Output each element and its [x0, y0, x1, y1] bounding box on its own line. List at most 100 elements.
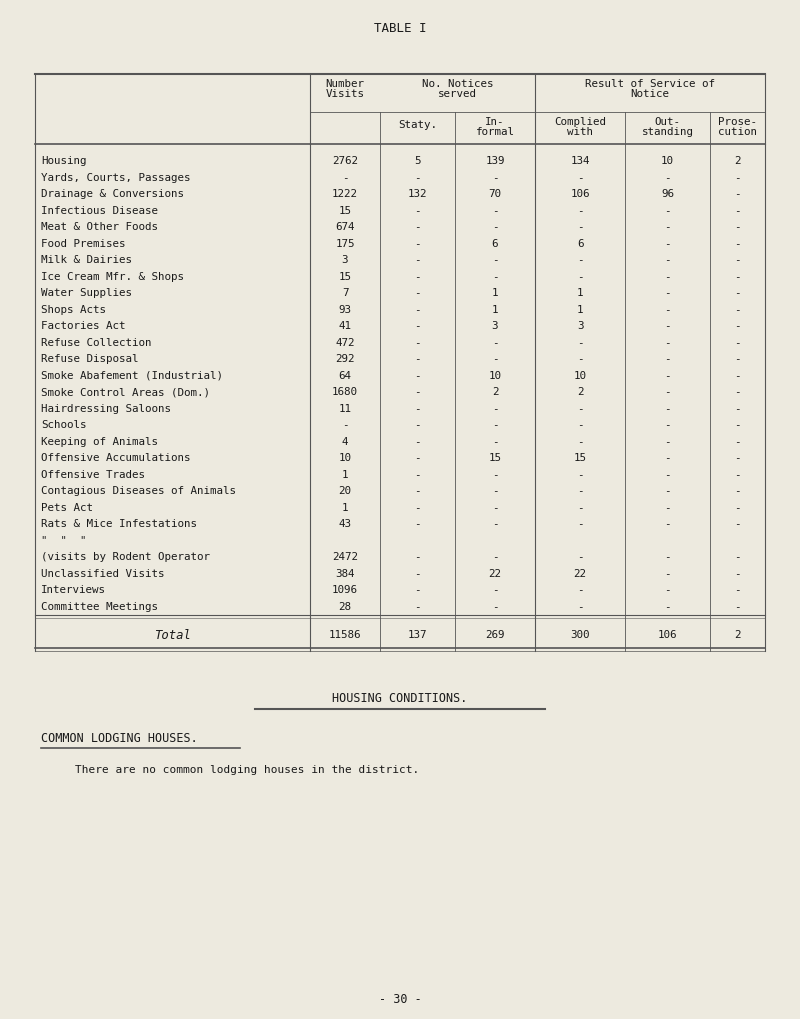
Text: -: - [414, 569, 421, 578]
Text: (visits by Rodent Operator: (visits by Rodent Operator [41, 551, 210, 561]
Text: -: - [734, 255, 741, 265]
Text: 139: 139 [486, 156, 505, 166]
Text: -: - [492, 404, 498, 414]
Text: -: - [734, 172, 741, 182]
Text: -: - [577, 436, 583, 446]
Text: 137: 137 [408, 630, 427, 640]
Text: 2: 2 [734, 156, 741, 166]
Text: -: - [492, 337, 498, 347]
Text: -: - [577, 354, 583, 364]
Text: TABLE I: TABLE I [374, 21, 426, 35]
Text: 28: 28 [338, 601, 351, 611]
Text: -: - [492, 255, 498, 265]
Text: -: - [492, 519, 498, 529]
Text: Ice Cream Mfr. & Shops: Ice Cream Mfr. & Shops [41, 271, 184, 281]
Text: 1: 1 [342, 502, 348, 513]
Text: 269: 269 [486, 630, 505, 640]
Text: -: - [734, 238, 741, 249]
Text: -: - [414, 404, 421, 414]
Text: 300: 300 [570, 630, 590, 640]
Text: -: - [414, 387, 421, 396]
Text: -: - [492, 271, 498, 281]
Text: 106: 106 [570, 190, 590, 199]
Text: -: - [414, 337, 421, 347]
Text: Pets Act: Pets Act [41, 502, 93, 513]
Text: Meat & Other Foods: Meat & Other Foods [41, 222, 158, 232]
Text: Offensive Trades: Offensive Trades [41, 470, 145, 479]
Text: -: - [664, 470, 670, 479]
Text: -: - [577, 585, 583, 595]
Text: -: - [734, 206, 741, 216]
Text: Total: Total [154, 629, 191, 641]
Text: 3: 3 [342, 255, 348, 265]
Text: -: - [577, 420, 583, 430]
Text: Rats & Mice Infestations: Rats & Mice Infestations [41, 519, 197, 529]
Text: -: - [734, 452, 741, 463]
Text: Staty.: Staty. [398, 120, 437, 129]
Text: -: - [664, 288, 670, 298]
Text: -: - [577, 172, 583, 182]
Text: 472: 472 [335, 337, 354, 347]
Text: -: - [734, 551, 741, 561]
Text: with: with [567, 127, 593, 137]
Text: -: - [734, 519, 741, 529]
Text: 70: 70 [489, 190, 502, 199]
Text: 41: 41 [338, 321, 351, 331]
Text: -: - [664, 569, 670, 578]
Text: -: - [414, 420, 421, 430]
Text: 384: 384 [335, 569, 354, 578]
Text: 3: 3 [492, 321, 498, 331]
Text: -: - [664, 370, 670, 380]
Text: Drainage & Conversions: Drainage & Conversions [41, 190, 184, 199]
Text: -: - [492, 502, 498, 513]
Text: -: - [664, 387, 670, 396]
Text: Complied: Complied [554, 117, 606, 127]
Text: -: - [577, 601, 583, 611]
Text: -: - [734, 486, 741, 496]
Text: -: - [734, 436, 741, 446]
Text: Visits: Visits [326, 89, 365, 99]
Text: Interviews: Interviews [41, 585, 106, 595]
Text: -: - [664, 337, 670, 347]
Text: -: - [342, 420, 348, 430]
Text: 15: 15 [338, 271, 351, 281]
Text: -: - [734, 288, 741, 298]
Text: -: - [664, 436, 670, 446]
Text: 22: 22 [574, 569, 586, 578]
Text: -: - [734, 601, 741, 611]
Text: -: - [414, 370, 421, 380]
Text: -: - [492, 172, 498, 182]
Text: Factories Act: Factories Act [41, 321, 126, 331]
Text: HOUSING CONDITIONS.: HOUSING CONDITIONS. [332, 691, 468, 704]
Text: 10: 10 [489, 370, 502, 380]
Text: Out-: Out- [654, 117, 681, 127]
Text: -: - [734, 569, 741, 578]
Text: 15: 15 [489, 452, 502, 463]
Text: COMMON LODGING HOUSES.: COMMON LODGING HOUSES. [41, 731, 198, 744]
Text: 11586: 11586 [329, 630, 362, 640]
Text: -: - [664, 271, 670, 281]
Text: -: - [492, 354, 498, 364]
Text: 674: 674 [335, 222, 354, 232]
Text: There are no common lodging houses in the district.: There are no common lodging houses in th… [75, 764, 419, 774]
Text: formal: formal [475, 127, 514, 137]
Text: Milk & Dairies: Milk & Dairies [41, 255, 132, 265]
Text: 10: 10 [574, 370, 586, 380]
Text: - 30 -: - 30 - [378, 993, 422, 1006]
Text: -: - [577, 502, 583, 513]
Text: 6: 6 [492, 238, 498, 249]
Text: -: - [414, 519, 421, 529]
Text: -: - [414, 206, 421, 216]
Text: Refuse Collection: Refuse Collection [41, 337, 151, 347]
Text: 292: 292 [335, 354, 354, 364]
Text: -: - [414, 305, 421, 315]
Text: 2472: 2472 [332, 551, 358, 561]
Text: -: - [414, 436, 421, 446]
Text: 2: 2 [492, 387, 498, 396]
Text: 4: 4 [342, 436, 348, 446]
Text: Offensive Accumulations: Offensive Accumulations [41, 452, 190, 463]
Text: -: - [734, 305, 741, 315]
Text: Yards, Courts, Passages: Yards, Courts, Passages [41, 172, 190, 182]
Text: 5: 5 [414, 156, 421, 166]
Text: 96: 96 [661, 190, 674, 199]
